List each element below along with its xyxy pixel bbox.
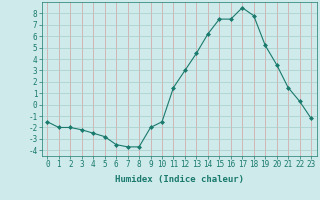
X-axis label: Humidex (Indice chaleur): Humidex (Indice chaleur) [115,175,244,184]
